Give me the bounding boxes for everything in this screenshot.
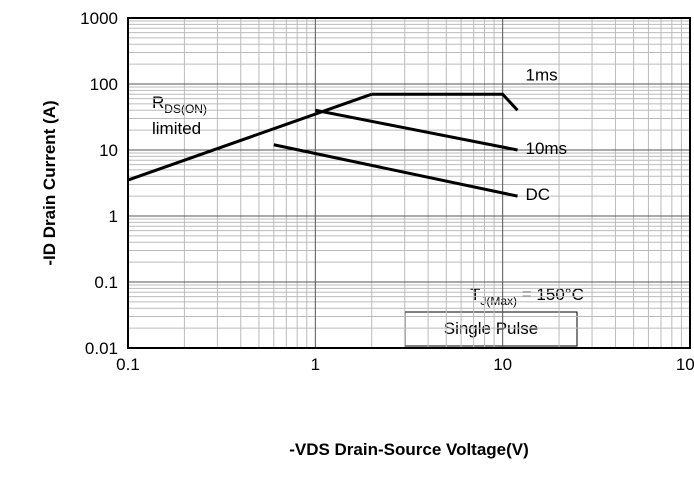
annotation: TJ(Max) = 150°C	[470, 285, 584, 308]
annotation: RDS(ON)	[152, 93, 207, 116]
y-tick-label: 0.1	[94, 273, 118, 292]
series-label: 10ms	[525, 139, 567, 158]
series-label: 1ms	[525, 65, 557, 84]
series-line	[127, 92, 373, 182]
series-label: limited	[152, 119, 201, 138]
x-tick-label: 1	[311, 355, 320, 374]
x-tick-label: 10	[493, 355, 512, 374]
series-line	[371, 92, 519, 112]
y-tick-label: 10	[99, 141, 118, 160]
y-tick-label: 100	[90, 75, 118, 94]
x-axis-label: -VDS Drain-Source Voltage(V)	[289, 440, 529, 459]
y-axis-label: -ID Drain Current (A)	[40, 100, 59, 265]
series-label: DC	[525, 185, 550, 204]
annotation-box	[404, 311, 578, 347]
plot-frame	[127, 17, 691, 349]
series-line	[315, 108, 518, 152]
series-line	[273, 143, 518, 198]
y-tick-label: 1	[109, 207, 118, 226]
x-tick-label: 0.1	[116, 355, 140, 374]
y-tick-label: 0.01	[85, 339, 118, 358]
y-tick-label: 1000	[80, 9, 118, 28]
x-tick-label: 100	[676, 355, 694, 374]
